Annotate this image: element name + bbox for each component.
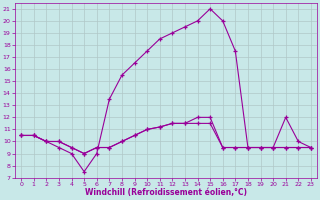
X-axis label: Windchill (Refroidissement éolien,°C): Windchill (Refroidissement éolien,°C) xyxy=(85,188,247,197)
